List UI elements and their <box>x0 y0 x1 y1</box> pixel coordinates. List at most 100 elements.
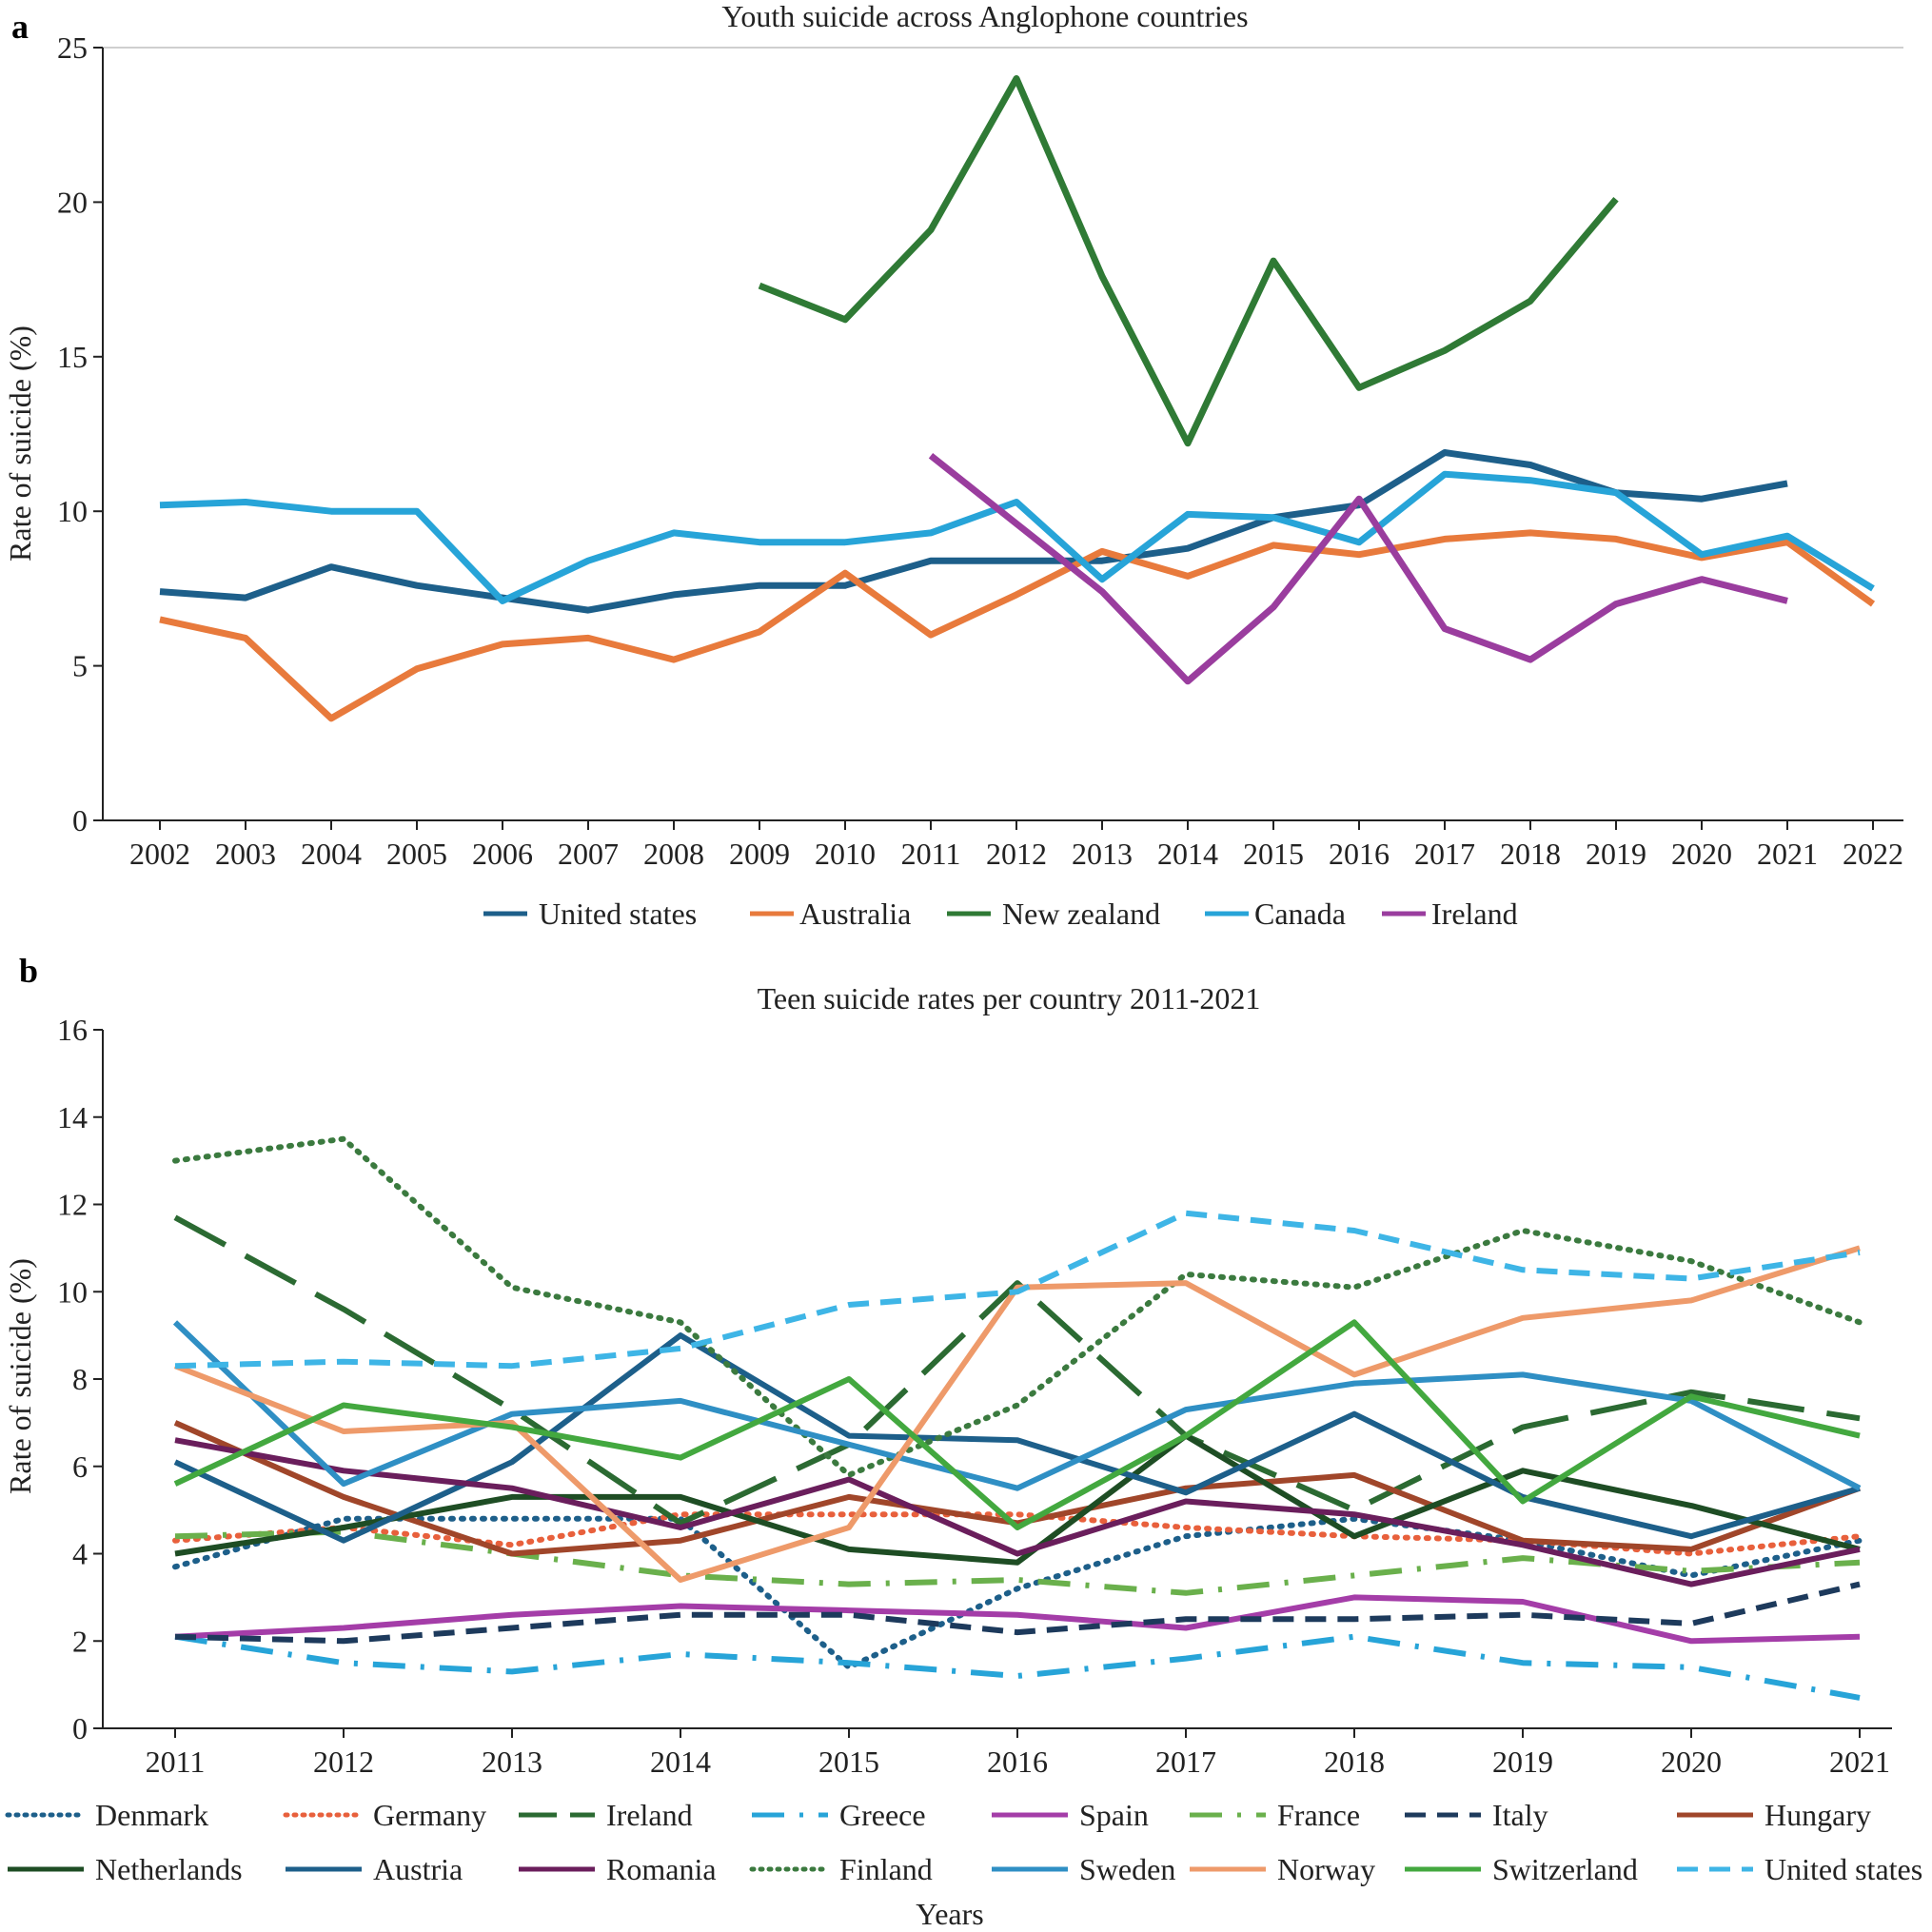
y-tick-label: 8 <box>72 1362 88 1396</box>
legend: Denmark Germany Ireland Greece Spain France It… <box>5 1798 1922 1886</box>
legend-label-norway: Norway <box>1277 1852 1375 1886</box>
legend-label-denmark: Denmark <box>95 1798 208 1832</box>
legend-label-ireland: Ireland <box>606 1798 693 1832</box>
y-tick-label: 6 <box>72 1449 88 1484</box>
series-line-romania <box>174 1437 1861 1587</box>
series-line-france <box>174 1528 1861 1596</box>
series-line-australia <box>159 529 1876 722</box>
legend-label-italy: Italy <box>1492 1798 1548 1832</box>
x-tick-label: 2004 <box>301 837 362 871</box>
x-tick-label: 2017 <box>1414 837 1475 871</box>
y-tick-label: 10 <box>57 494 88 528</box>
panel-b-chart: b Teen suicide rates per country 2011-20… <box>3 952 1922 1931</box>
legend-label-united-states: United states <box>1764 1852 1922 1886</box>
panel-b-y-axis-label: Rate of suicide (%) <box>3 1258 37 1494</box>
series-line-italy <box>174 1581 1861 1645</box>
legend-label-spain: Spain <box>1079 1798 1149 1832</box>
x-tick-label: 2022 <box>1843 837 1903 871</box>
y-tick-label: 16 <box>57 1013 88 1047</box>
x-tick-label: 2003 <box>215 837 276 871</box>
x-tick-label: 2012 <box>313 1745 374 1779</box>
x-tick-label: 2018 <box>1500 837 1561 871</box>
panel-a-chart: a Youth suicide across Anglophone countr… <box>3 0 1903 931</box>
x-tick-label: 2018 <box>1324 1745 1385 1779</box>
x-tick-label: 2019 <box>1492 1745 1553 1779</box>
y-tick-label: 0 <box>72 803 88 838</box>
x-tick-label: 2011 <box>901 837 961 871</box>
legend-label-ireland: Ireland <box>1431 897 1518 931</box>
x-tick-label: 2002 <box>129 837 190 871</box>
series-line-norway <box>173 1245 1861 1583</box>
legend-label-new-zealand: New zealand <box>1002 897 1160 931</box>
x-tick-label: 2016 <box>987 1745 1048 1779</box>
series-line-canada <box>159 470 1875 604</box>
panel-a-label: a <box>11 8 29 46</box>
panel-b-x-axis-label: Years <box>916 1897 983 1931</box>
legend-label-netherlands: Netherlands <box>95 1852 243 1886</box>
y-tick-label: 2 <box>72 1624 88 1658</box>
y-tick-label: 0 <box>72 1711 88 1745</box>
legend-label-united-states: United states <box>539 897 697 931</box>
x-tick-label: 2020 <box>1671 837 1732 871</box>
x-tick-label: 2017 <box>1155 1745 1216 1779</box>
x-tick-label: 2011 <box>146 1745 206 1779</box>
series-line-hungary <box>173 1420 1862 1557</box>
x-tick-label: 2006 <box>472 837 533 871</box>
x-tick-label: 2012 <box>986 837 1047 871</box>
series-line-united-states <box>159 449 1788 614</box>
x-tick-label: 2007 <box>558 837 619 871</box>
series-line-sweden <box>172 1320 1862 1491</box>
legend: United states Australia New zealand Canada I… <box>483 897 1518 931</box>
panel-b-label: b <box>19 952 38 990</box>
x-tick-label: 2013 <box>1072 837 1133 871</box>
y-tick-label: 4 <box>72 1537 88 1571</box>
x-tick-label: 2014 <box>650 1745 711 1779</box>
series-line-finland <box>172 1135 1863 1478</box>
legend-label-germany: Germany <box>373 1798 486 1832</box>
y-tick-label: 5 <box>72 649 88 683</box>
y-tick-label: 25 <box>57 30 88 65</box>
series-line-ireland <box>173 1214 1861 1527</box>
legend-label-canada: Canada <box>1254 897 1346 931</box>
legend-label-romania: Romania <box>606 1852 717 1886</box>
x-tick-label: 2019 <box>1586 837 1646 871</box>
series-line-ireland <box>928 452 1788 685</box>
x-tick-label: 2009 <box>729 837 790 871</box>
x-tick-label: 2015 <box>818 1745 879 1779</box>
series-line-netherlands <box>174 1432 1861 1566</box>
legend-label-finland: Finland <box>839 1852 933 1886</box>
panel-b-title: Teen suicide rates per country 2011-2021 <box>758 981 1261 1015</box>
x-tick-label: 2015 <box>1243 837 1304 871</box>
x-tick-label: 2021 <box>1829 1745 1890 1779</box>
series-line-denmark <box>172 1515 1863 1670</box>
legend-label-hungary: Hungary <box>1764 1798 1871 1832</box>
legend-label-switzerland: Switzerland <box>1492 1852 1638 1886</box>
legend-label-france: France <box>1277 1798 1360 1832</box>
legend-label-sweden: Sweden <box>1079 1852 1175 1886</box>
series-line-austria <box>173 1332 1861 1544</box>
series-line-new-zealand <box>758 75 1619 447</box>
legend-label-greece: Greece <box>839 1798 926 1832</box>
y-tick-label: 10 <box>57 1274 88 1309</box>
panel-a-y-axis-label: Rate of suicide (%) <box>3 325 37 562</box>
x-tick-label: 2013 <box>482 1745 542 1779</box>
legend-label-australia: Australia <box>799 897 911 931</box>
y-tick-label: 14 <box>57 1100 88 1134</box>
series-line-switzerland <box>173 1319 1861 1530</box>
series-line-united-states <box>174 1210 1861 1370</box>
x-tick-label: 2008 <box>643 837 704 871</box>
y-tick-label: 15 <box>57 340 88 374</box>
x-tick-label: 2021 <box>1757 837 1818 871</box>
x-tick-label: 2020 <box>1661 1745 1722 1779</box>
series-line-greece <box>174 1633 1861 1701</box>
legend-label-austria: Austria <box>373 1852 463 1886</box>
x-tick-label: 2010 <box>815 837 876 871</box>
y-tick-label: 12 <box>57 1188 88 1222</box>
panel-a-title: Youth suicide across Anglophone countrie… <box>721 0 1248 33</box>
x-tick-label: 2016 <box>1329 837 1390 871</box>
x-tick-label: 2014 <box>1157 837 1218 871</box>
series-line-germany <box>172 1511 1863 1557</box>
y-tick-label: 20 <box>57 185 88 219</box>
x-tick-label: 2005 <box>386 837 447 871</box>
